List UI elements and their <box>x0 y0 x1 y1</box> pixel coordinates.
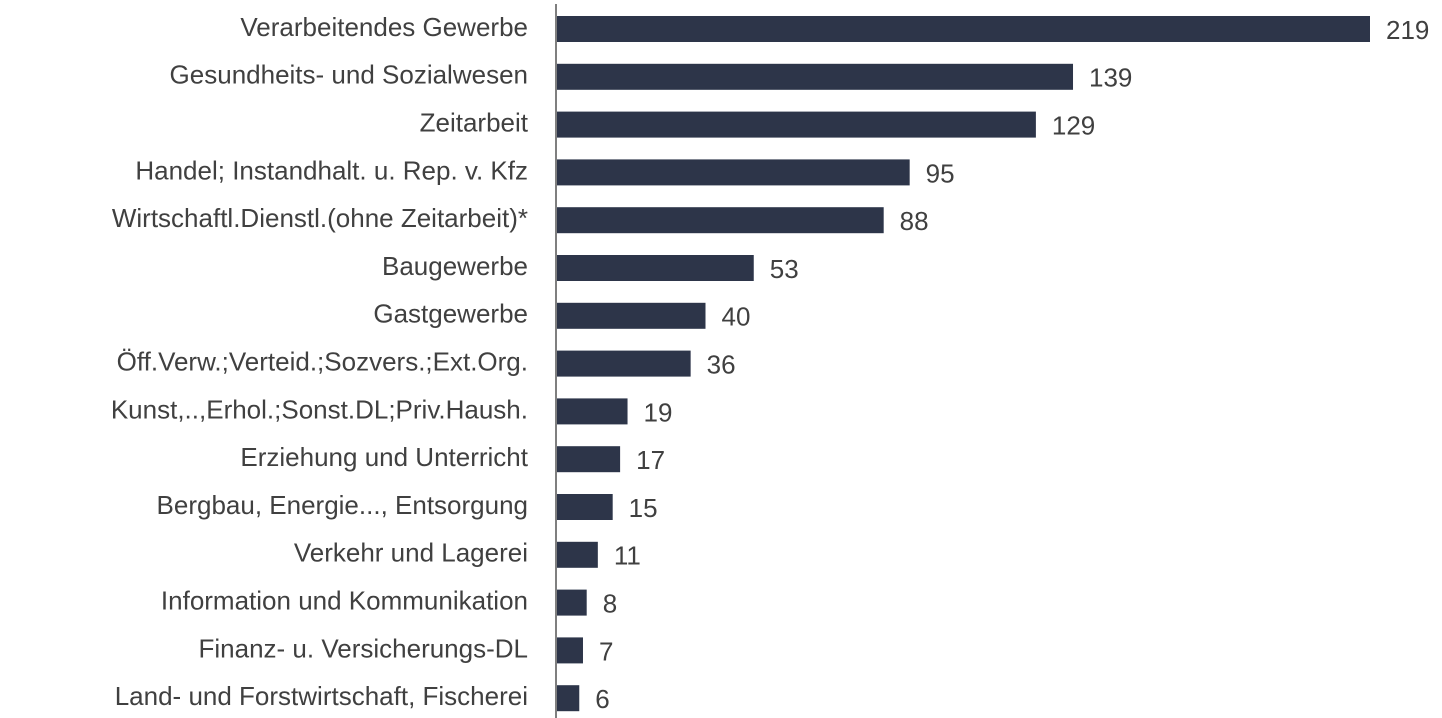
bar <box>557 541 598 568</box>
bar <box>557 255 754 281</box>
bar <box>557 637 583 664</box>
value-label: 6 <box>595 684 609 714</box>
category-label: Information und Kommunikation <box>161 585 528 615</box>
bar <box>557 685 580 712</box>
value-label: 11 <box>614 541 641 571</box>
bar <box>557 302 706 329</box>
value-label: 40 <box>721 302 750 332</box>
value-label: 53 <box>770 254 799 284</box>
category-label: Finanz- u. Versicherungs-DL <box>199 633 528 663</box>
value-label: 36 <box>707 349 736 379</box>
category-label: Gastgewerbe <box>373 299 528 329</box>
category-label: Verarbeitendes Gewerbe <box>240 12 528 42</box>
bar <box>557 63 1074 90</box>
category-label: Gesundheits- und Sozialwesen <box>170 60 528 90</box>
bar <box>557 207 884 234</box>
bar <box>557 398 628 425</box>
category-label: Öff.Verw.;Verteid.;Sozvers.;Ext.Org. <box>117 346 528 376</box>
value-label: 88 <box>900 206 929 236</box>
value-label: 8 <box>603 588 617 618</box>
value-label: 19 <box>644 397 673 427</box>
category-label: Baugewerbe <box>382 251 528 281</box>
value-label: 95 <box>926 158 955 188</box>
category-label: Handel; Instandhalt. u. Rep. v. Kfz <box>135 155 528 185</box>
bar <box>557 159 910 186</box>
bar <box>557 589 587 616</box>
value-label: 219 <box>1386 15 1429 45</box>
bar <box>557 446 621 473</box>
category-label: Erziehung und Unterricht <box>240 442 528 472</box>
value-label: 139 <box>1089 63 1132 93</box>
bar <box>557 494 613 520</box>
category-label: Verkehr und Lagerei <box>294 538 528 568</box>
value-label: 17 <box>636 445 665 475</box>
category-label: Wirtschaftl.Dienstl.(ohne Zeitarbeit)* <box>112 203 528 233</box>
value-label: 15 <box>629 493 658 523</box>
category-label: Zeitarbeit <box>420 107 529 137</box>
category-label: Land- und Forstwirtschaft, Fischerei <box>115 681 528 711</box>
bar <box>557 111 1036 138</box>
category-label: Kunst,..,Erhol.;Sonst.DL;Priv.Haush. <box>111 394 528 424</box>
value-label: 7 <box>599 636 613 666</box>
bar <box>557 16 1370 42</box>
value-label: 129 <box>1052 110 1095 140</box>
bar <box>557 350 691 377</box>
category-label: Bergbau, Energie..., Entsorgung <box>157 490 528 520</box>
